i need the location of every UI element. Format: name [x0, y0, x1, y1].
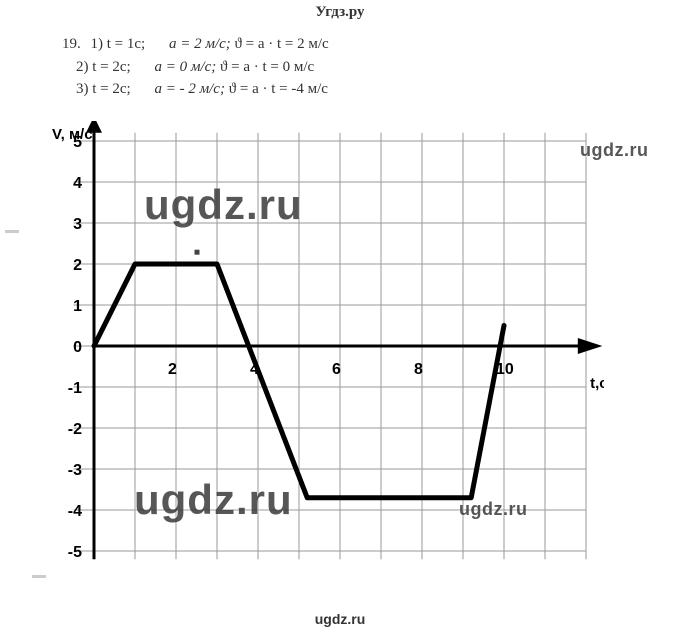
row-t: t = 2с; [92, 59, 130, 75]
equation-row: 19. 1) t = 1с; a = 2 м/с; ϑ = a · t = 2 … [62, 33, 680, 56]
row-v: ϑ = a · t = 0 м/с [220, 59, 314, 75]
problem-number: 19. [62, 36, 81, 52]
svg-text:-5: -5 [68, 544, 82, 561]
svg-text:2: 2 [168, 361, 177, 378]
watermark-small: ugdz.ru [580, 140, 649, 161]
row-v: ϑ = a · t = -4 м/с [229, 81, 328, 97]
row-n: 2) [76, 59, 89, 75]
svg-text:8: 8 [414, 361, 423, 378]
svg-text:-3: -3 [68, 462, 82, 479]
watermark-big: ugdz.ru [144, 181, 303, 229]
svg-text:4: 4 [73, 175, 82, 192]
row-t: t = 1с; [107, 36, 145, 52]
svg-text:6: 6 [332, 361, 341, 378]
svg-text:-4: -4 [68, 503, 82, 520]
svg-text:-2: -2 [68, 421, 82, 438]
velocity-chart: 543210-1-2-3-4-5246810V, м/сt,с ugdz.ru … [34, 121, 604, 581]
svg-text:2: 2 [73, 257, 82, 274]
row-t: t = 2с; [92, 81, 130, 97]
svg-text:-1: -1 [68, 380, 82, 397]
site-footer: ugdz.ru [0, 581, 680, 627]
row-a: a = 2 м/с; [169, 36, 231, 52]
row-a: a = - 2 м/с; [154, 81, 225, 97]
site-header: Угдз.ру [0, 0, 680, 21]
equation-row: 3) t = 2с; a = - 2 м/с; ϑ = a · t = -4 м… [62, 78, 680, 101]
svg-text:0: 0 [73, 339, 82, 356]
svg-text:V, м/с: V, м/с [52, 126, 93, 143]
equations-block: 19. 1) t = 1с; a = 2 м/с; ϑ = a · t = 2 … [0, 21, 680, 101]
row-v: ϑ = a · t = 2 м/с [234, 36, 328, 52]
row-n: 1) [91, 36, 104, 52]
watermark-small: ugdz.ru [459, 499, 528, 520]
svg-text:1: 1 [73, 298, 82, 315]
svg-text:t,с: t,с [590, 375, 604, 392]
margin-dash [5, 230, 19, 233]
svg-text:3: 3 [73, 216, 82, 233]
row-a: a = 0 м/с; [154, 59, 216, 75]
watermark-big: ugdz.ru [134, 476, 293, 524]
equation-row: 2) t = 2с; a = 0 м/с; ϑ = a · t = 0 м/с [62, 56, 680, 79]
row-n: 3) [76, 81, 89, 97]
